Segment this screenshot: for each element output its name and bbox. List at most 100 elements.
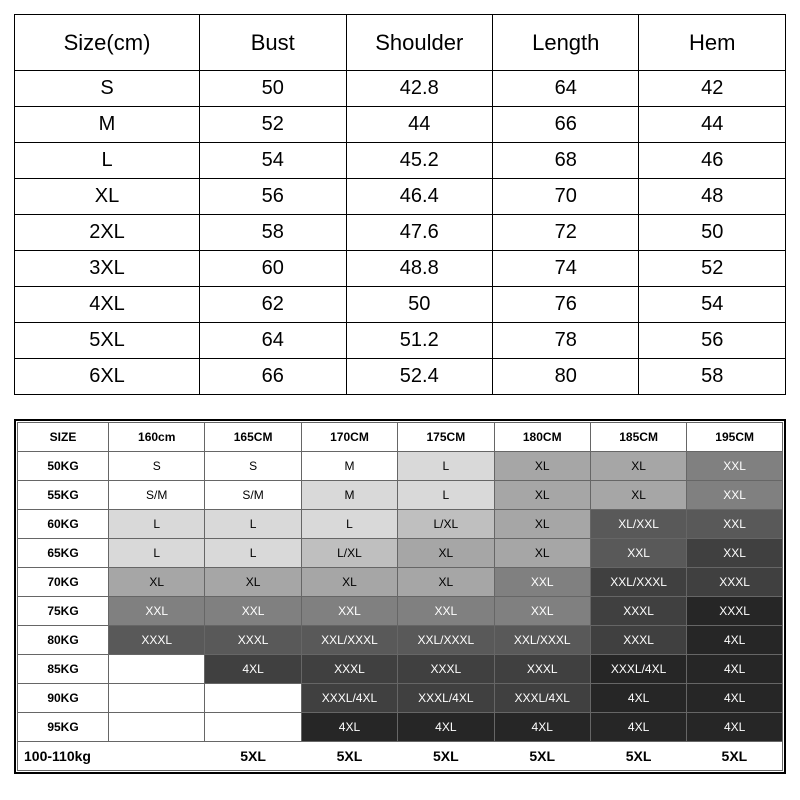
table-row: 80KGXXXLXXXLXXL/XXXLXXL/XXXLXXL/XXXLXXXL…: [18, 626, 783, 655]
table-cell: S: [15, 71, 200, 107]
table-cell: XL: [301, 568, 397, 597]
table-row: 4XL62507654: [15, 287, 786, 323]
table-cell: 50: [346, 287, 492, 323]
table-cell: XL: [590, 481, 686, 510]
table-row: 2XL5847.67250: [15, 215, 786, 251]
table-cell: XL: [494, 539, 590, 568]
table-cell: 4XL: [590, 713, 686, 742]
table-cell: 42: [639, 71, 786, 107]
table-cell: XXL: [590, 539, 686, 568]
size-fit-table: SIZE160cm165CM170CM175CM180CM185CM195CM …: [17, 422, 783, 771]
table-cell: 62: [200, 287, 346, 323]
table-cell: 56: [200, 179, 346, 215]
size-fit-table-wrapper: SIZE160cm165CM170CM175CM180CM185CM195CM …: [14, 419, 786, 774]
table-cell: 4XL: [687, 684, 783, 713]
table-cell: 46: [639, 143, 786, 179]
table-cell: XXXL/4XL: [494, 684, 590, 713]
table-cell: L: [205, 539, 301, 568]
table-cell: 54: [639, 287, 786, 323]
table-cell: 4XL: [687, 713, 783, 742]
table-cell: 48: [639, 179, 786, 215]
table-cell: 48.8: [346, 251, 492, 287]
table-cell: XXXL: [205, 626, 301, 655]
table-cell: XL: [205, 568, 301, 597]
row-label: 55KG: [18, 481, 109, 510]
column-header: 165CM: [205, 423, 301, 452]
table-row: 95KG4XL4XL4XL4XL4XL: [18, 713, 783, 742]
table-cell: XXL: [301, 597, 397, 626]
table-cell: XL: [494, 452, 590, 481]
table-header-row: SIZE160cm165CM170CM175CM180CM185CM195CM: [18, 423, 783, 452]
table-cell: 54: [200, 143, 346, 179]
table-cell: S: [205, 452, 301, 481]
table-row-final: 100-110kg5XL5XL5XL5XL5XL5XL: [18, 742, 783, 771]
table-cell: XXL: [109, 597, 205, 626]
table-cell: 4XL: [494, 713, 590, 742]
table-cell: XL: [494, 481, 590, 510]
table-cell: 44: [639, 107, 786, 143]
table-cell: 4XL: [301, 713, 397, 742]
table-cell: 68: [493, 143, 639, 179]
table-cell: XXL: [687, 452, 783, 481]
table-cell: XXL: [687, 539, 783, 568]
table-cell: 66: [493, 107, 639, 143]
table-cell: XXXL: [590, 597, 686, 626]
column-header: 180CM: [494, 423, 590, 452]
table-cell: M: [301, 481, 397, 510]
table-row: 5XL6451.27856: [15, 323, 786, 359]
table-row: 65KGLLL/XLXLXLXXLXXL: [18, 539, 783, 568]
row-label: 50KG: [18, 452, 109, 481]
table-cell: XXL/XXXL: [301, 626, 397, 655]
table-cell: XL: [494, 510, 590, 539]
table-row: 75KGXXLXXLXXLXXLXXLXXXLXXXL: [18, 597, 783, 626]
table-row: 60KGLLLL/XLXLXL/XXLXXL: [18, 510, 783, 539]
table-cell: 5XL: [590, 742, 686, 771]
column-header: 175CM: [398, 423, 494, 452]
table-cell: 70: [493, 179, 639, 215]
table-row: 6XL6652.48058: [15, 359, 786, 395]
table-cell: 4XL: [687, 655, 783, 684]
table-cell: 6XL: [15, 359, 200, 395]
table-cell: XXL/XXXL: [590, 568, 686, 597]
table-cell: 5XL: [398, 742, 494, 771]
table-row: 90KGXXXL/4XLXXXL/4XLXXXL/4XL4XL4XL: [18, 684, 783, 713]
table-cell: XL: [109, 568, 205, 597]
table-cell: L: [398, 481, 494, 510]
table-row: 3XL6048.87452: [15, 251, 786, 287]
table-cell: 76: [493, 287, 639, 323]
column-header: Shoulder: [346, 15, 492, 71]
table-cell: 4XL: [590, 684, 686, 713]
table-cell: 52.4: [346, 359, 492, 395]
size-measurement-table: Size(cm)BustShoulderLengthHem S5042.8644…: [14, 14, 786, 395]
table-cell: S/M: [109, 481, 205, 510]
table-row: XL5646.47048: [15, 179, 786, 215]
row-label: 65KG: [18, 539, 109, 568]
table-cell: 42.8: [346, 71, 492, 107]
table-cell: XXL: [687, 481, 783, 510]
table-cell: 5XL: [301, 742, 397, 771]
table-cell: [109, 713, 205, 742]
table-cell: 4XL: [687, 626, 783, 655]
row-label: 75KG: [18, 597, 109, 626]
table-cell: XXL: [205, 597, 301, 626]
table-cell: 5XL: [494, 742, 590, 771]
table-cell: L/XL: [398, 510, 494, 539]
table-cell: 4XL: [398, 713, 494, 742]
table-cell: 50: [639, 215, 786, 251]
table-cell: 50: [200, 71, 346, 107]
table-cell: 47.6: [346, 215, 492, 251]
table-cell: 3XL: [15, 251, 200, 287]
column-header: Hem: [639, 15, 786, 71]
table-cell: 66: [200, 359, 346, 395]
table-cell: 5XL: [15, 323, 200, 359]
table-cell: XXXL: [590, 626, 686, 655]
row-label: 100-110kg: [18, 742, 205, 771]
column-header: 195CM: [687, 423, 783, 452]
table-cell: 80: [493, 359, 639, 395]
table-cell: 46.4: [346, 179, 492, 215]
table-cell: L: [109, 510, 205, 539]
table-row: M52446644: [15, 107, 786, 143]
table-cell: 58: [639, 359, 786, 395]
table-row: L5445.26846: [15, 143, 786, 179]
table-cell: 72: [493, 215, 639, 251]
